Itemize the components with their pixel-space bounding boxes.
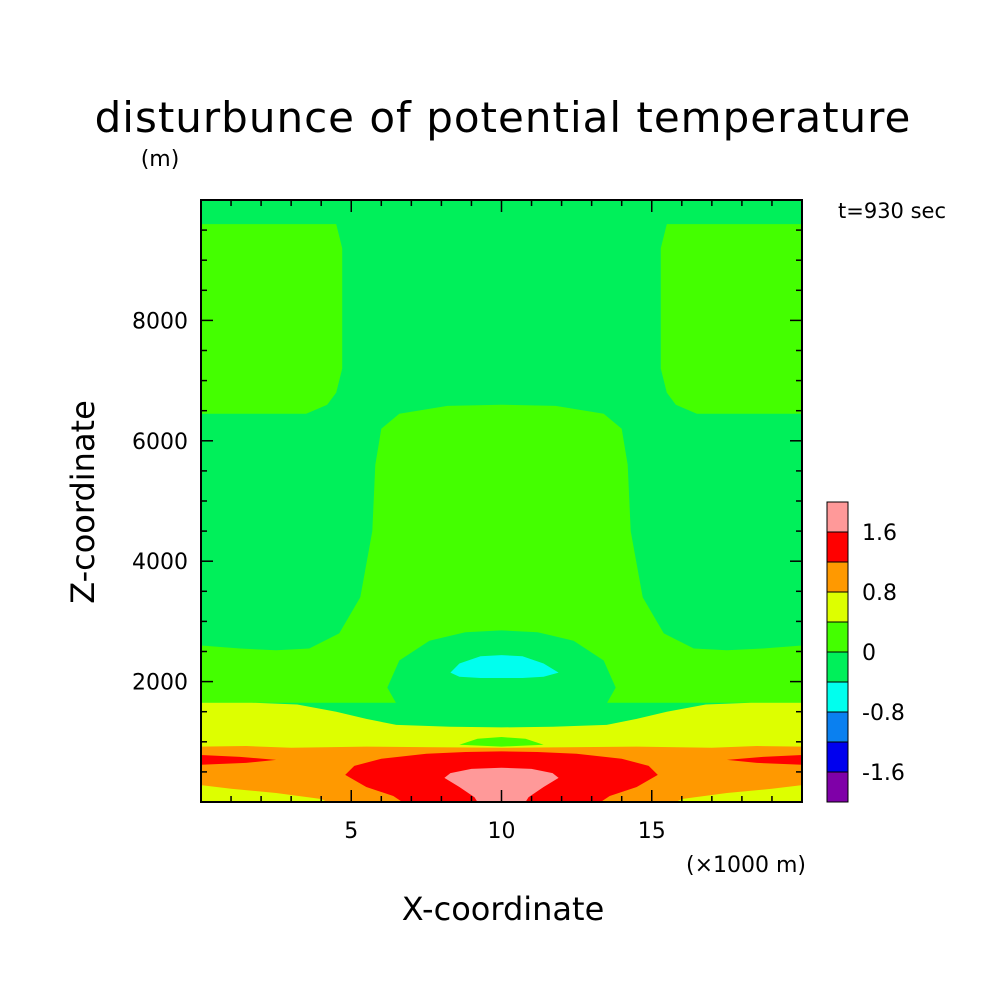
colorbar-swatch: [826, 621, 849, 653]
axis-ticks: [201, 200, 802, 802]
contour-region: [201, 755, 277, 765]
y-unit-label: (m): [141, 147, 180, 172]
colorbar-swatch: [826, 711, 849, 743]
y-tick-label: 8000: [132, 309, 188, 334]
colorbar-label: 0.8: [862, 581, 897, 606]
x-tick-label: 10: [488, 819, 516, 844]
colorbar-labels: 1.6 0.8 0 -0.8 -1.6: [862, 521, 905, 786]
contour-region: [444, 767, 559, 802]
colorbar: [826, 501, 849, 803]
colorbar-label: 1.6: [862, 521, 897, 546]
contour-region: [450, 655, 559, 678]
colorbar-swatch: [826, 741, 849, 773]
colorbar-swatch: [826, 531, 849, 563]
colorbar-label: -0.8: [862, 701, 905, 726]
colorbar-swatch: [826, 561, 849, 593]
time-label: t=930 sec: [838, 199, 946, 223]
colorbar-swatch: [826, 501, 849, 533]
x-tick-label: 15: [638, 819, 666, 844]
x-unit-label: (×1000 m): [686, 853, 806, 878]
colorbar-swatch: [826, 591, 849, 623]
x-axis-label: X-coordinate: [402, 890, 605, 928]
chart-title: disturbunce of potential temperature: [95, 93, 912, 142]
contour-region: [660, 224, 802, 414]
colorbar-label: -1.6: [862, 761, 905, 786]
colorbar-swatch: [826, 771, 849, 803]
plot-area: [201, 200, 802, 802]
colorbar-swatch: [826, 651, 849, 683]
colorbar-label: 0: [862, 641, 876, 666]
contour-region: [726, 755, 802, 765]
contour-region: [459, 737, 544, 747]
contour-region: [201, 224, 343, 414]
y-axis-label: Z-coordinate: [64, 400, 102, 604]
y-tick-label: 2000: [132, 671, 188, 696]
y-tick-label: 4000: [132, 550, 188, 575]
x-tick-label: 5: [344, 819, 358, 844]
y-tick-label: 6000: [132, 430, 188, 455]
contour-region: [201, 404, 802, 703]
tick-labels: 5 10 15 2000 4000 6000 8000: [132, 309, 666, 844]
colorbar-swatch: [826, 681, 849, 713]
